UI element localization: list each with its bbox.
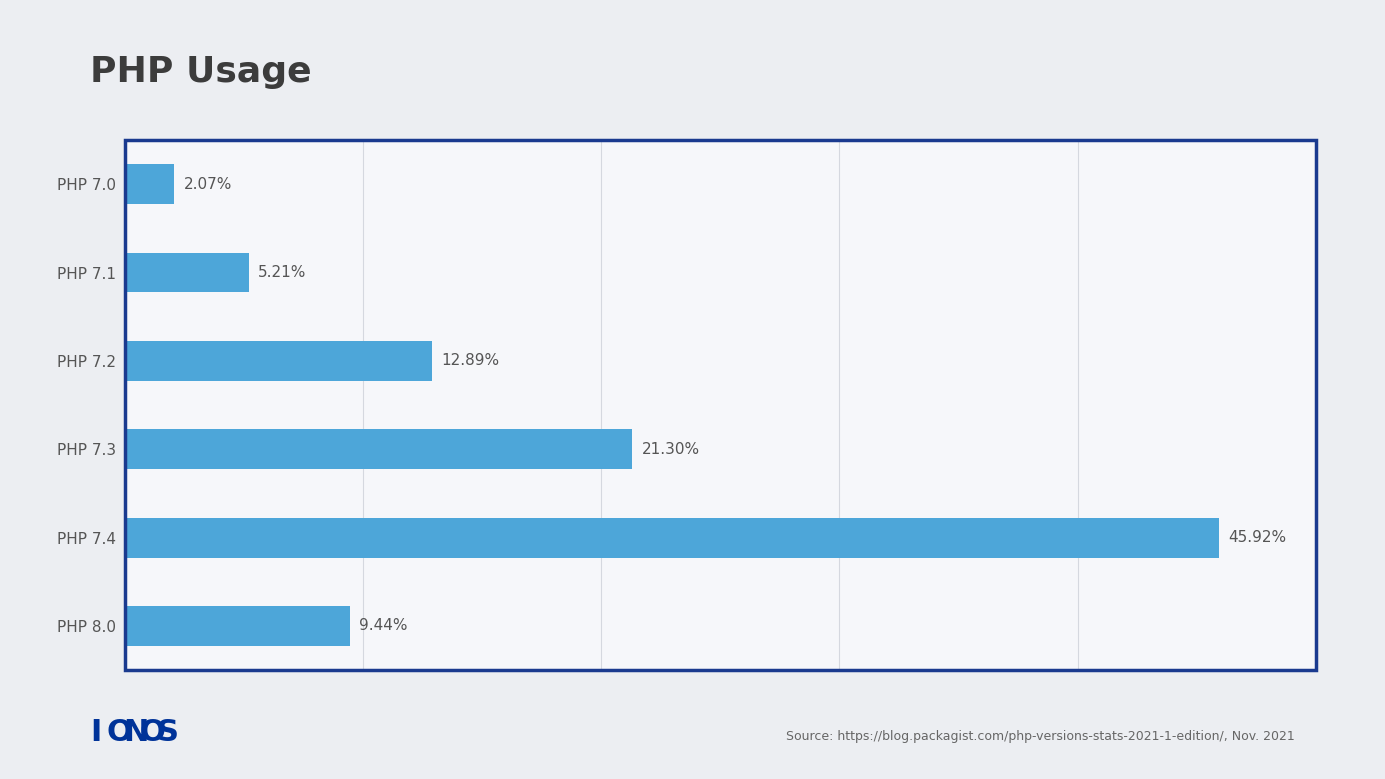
Text: 21.30%: 21.30% bbox=[641, 442, 699, 456]
Text: 45.92%: 45.92% bbox=[1228, 530, 1287, 545]
Text: O: O bbox=[107, 717, 133, 747]
Bar bbox=[125, 429, 632, 469]
Text: S: S bbox=[157, 717, 179, 747]
Bar bbox=[125, 164, 175, 204]
Bar bbox=[125, 518, 1219, 558]
Text: Source: https://blog.packagist.com/php-versions-stats-2021-1-edition/, Nov. 2021: Source: https://blog.packagist.com/php-v… bbox=[787, 730, 1295, 742]
Text: 5.21%: 5.21% bbox=[258, 265, 306, 280]
Bar bbox=[125, 341, 432, 381]
Bar bbox=[125, 252, 249, 292]
Text: 12.89%: 12.89% bbox=[442, 354, 500, 368]
Text: PHP Usage: PHP Usage bbox=[90, 55, 312, 89]
Text: 2.07%: 2.07% bbox=[183, 177, 231, 192]
Text: O: O bbox=[140, 717, 166, 747]
Text: I: I bbox=[90, 717, 101, 747]
Bar bbox=[125, 606, 349, 646]
Text: 9.44%: 9.44% bbox=[359, 619, 407, 633]
Text: N: N bbox=[123, 717, 148, 747]
